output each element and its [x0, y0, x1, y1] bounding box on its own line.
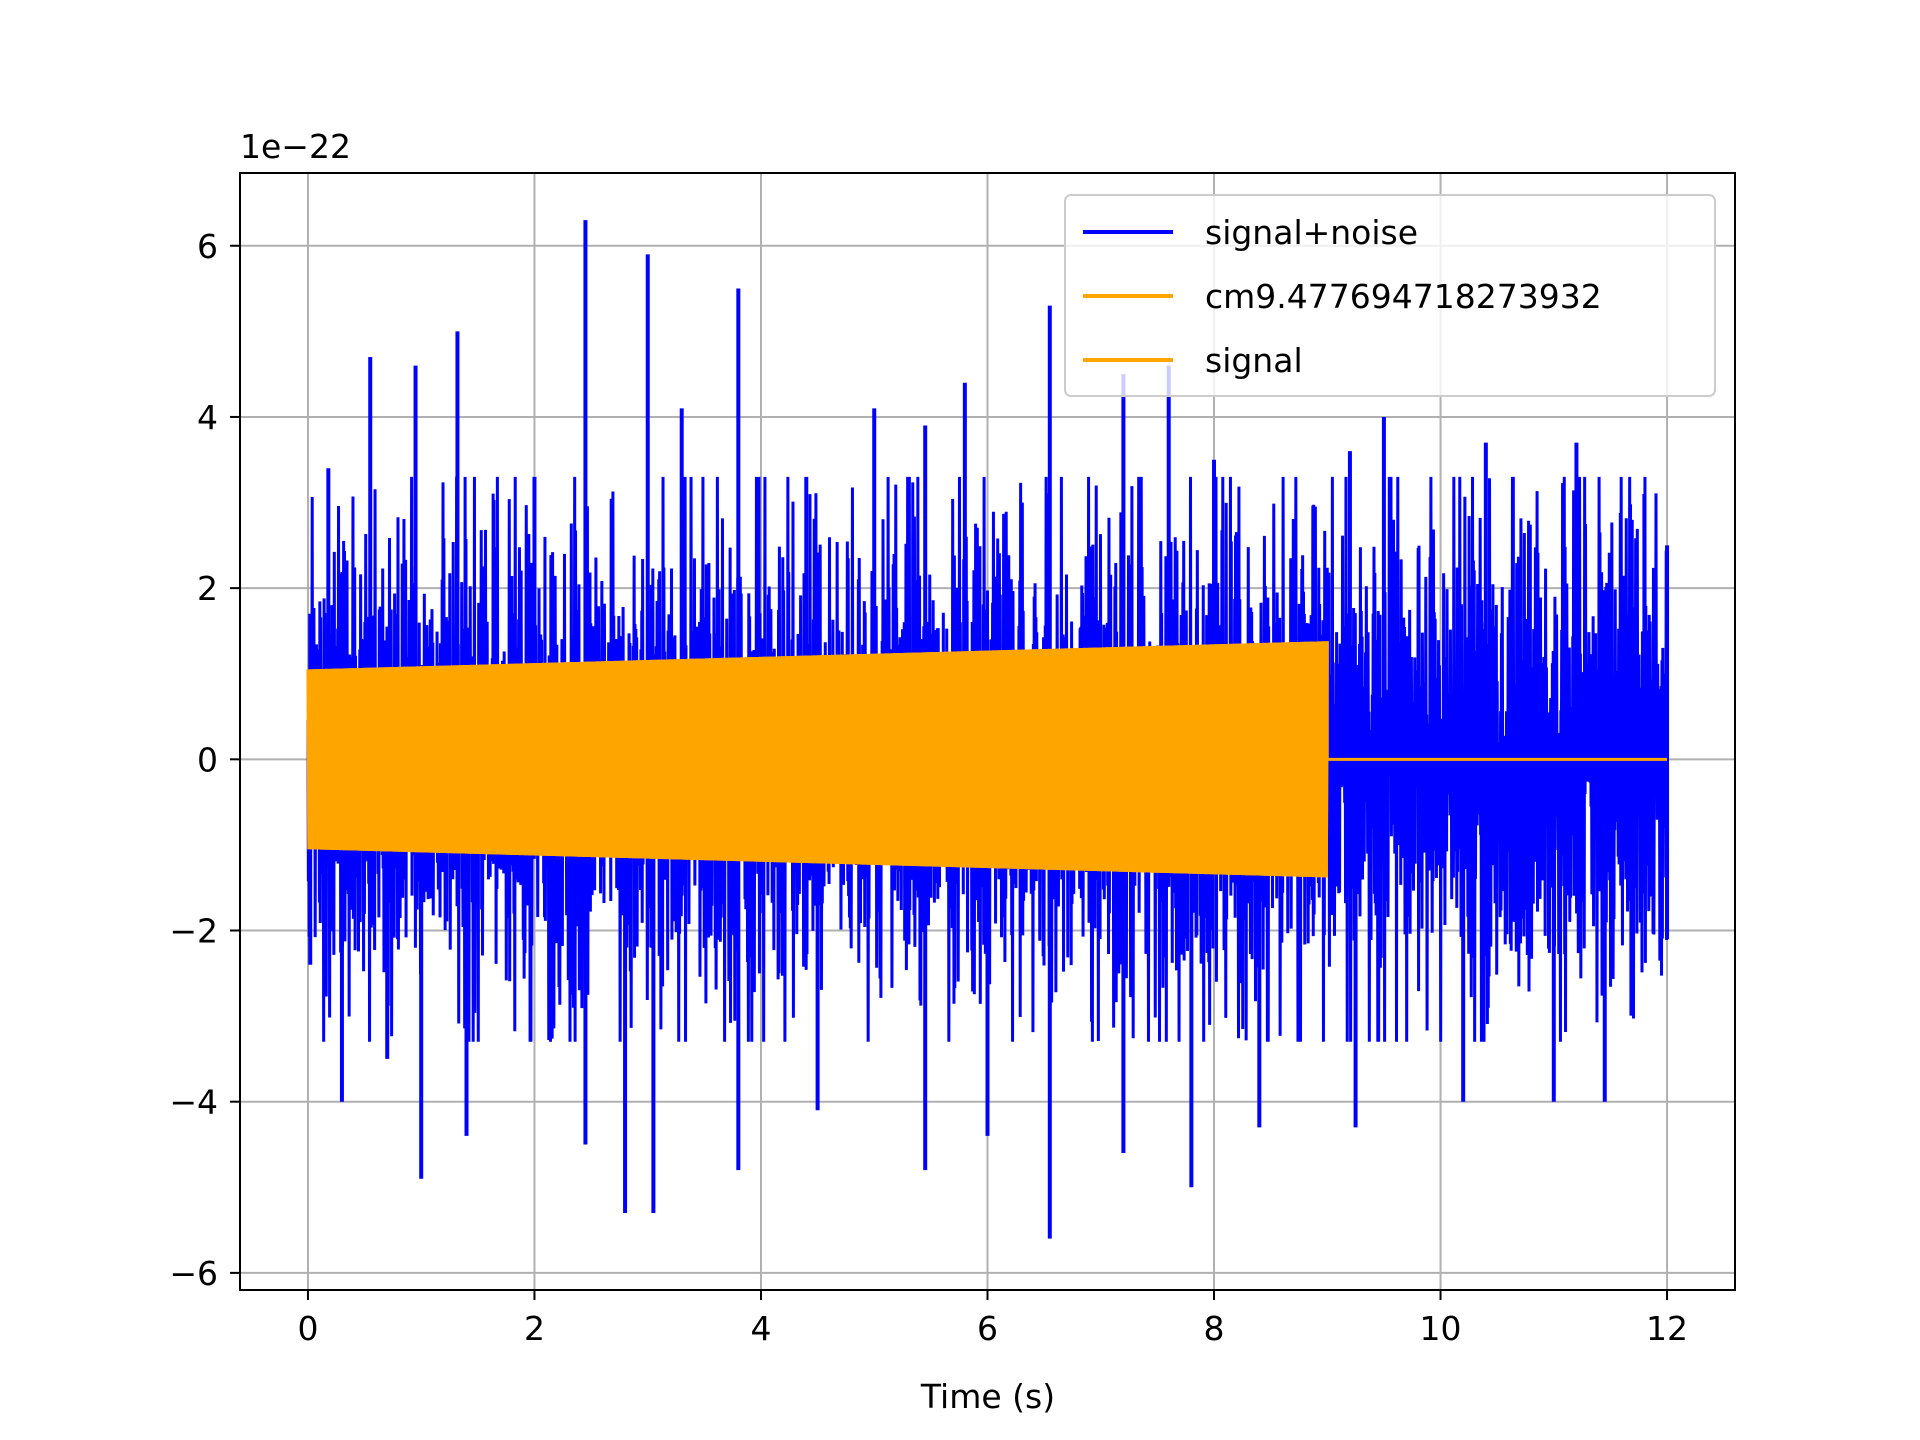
y-tick-label: 0 — [197, 740, 218, 779]
x-tick-label: 10 — [1420, 1309, 1462, 1348]
x-tick-label: 6 — [977, 1309, 998, 1348]
legend-label: signal+noise — [1205, 213, 1418, 252]
x-tick-label: 0 — [297, 1309, 318, 1348]
x-axis: 0 2 4 6 8 10 12 — [297, 1290, 1688, 1348]
x-axis-label: Time (s) — [920, 1377, 1055, 1416]
y-axis: −6 −4 −2 0 2 4 6 — [169, 227, 240, 1293]
series-signal-noise-peaks — [308, 220, 1670, 1239]
legend-label: signal — [1205, 341, 1303, 380]
y-axis-offset-text: 1e−22 — [240, 127, 351, 166]
y-tick-label: 2 — [197, 569, 218, 608]
y-tick-label: 4 — [197, 398, 218, 437]
y-tick-label: −2 — [169, 912, 218, 951]
y-tick-label: −6 — [169, 1254, 218, 1293]
y-tick-label: 6 — [197, 227, 218, 266]
plot-area — [306, 220, 1670, 1239]
x-tick-label: 8 — [1204, 1309, 1225, 1348]
x-tick-label: 2 — [524, 1309, 545, 1348]
series-signal-line — [306, 641, 1668, 878]
x-tick-label: 4 — [750, 1309, 771, 1348]
legend-box — [1064, 194, 1716, 397]
y-tick-label: −4 — [169, 1083, 218, 1122]
legend-label: cm9.477694718273932 — [1205, 277, 1602, 316]
legend: signal+noise cm9.477694718273932 signal — [1064, 194, 1716, 397]
series-layer — [306, 220, 1670, 1239]
x-tick-label: 12 — [1646, 1309, 1688, 1348]
